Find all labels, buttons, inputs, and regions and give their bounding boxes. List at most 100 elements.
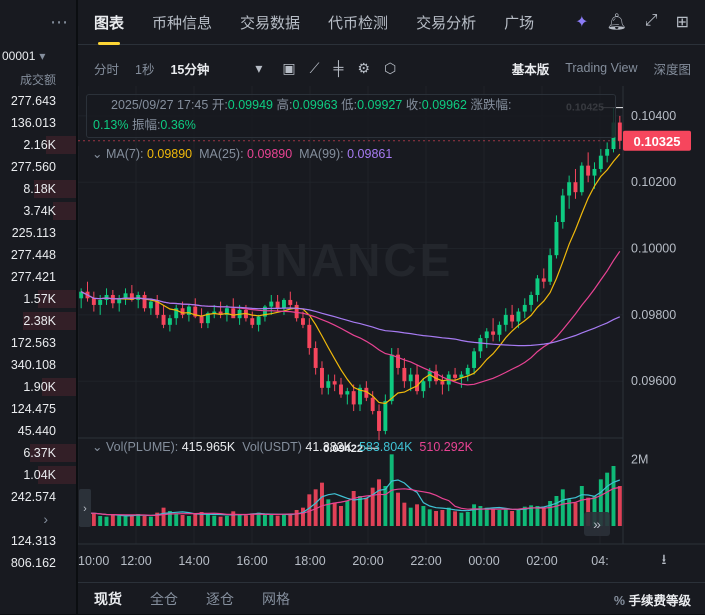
close-label: 收:: [405, 98, 422, 112]
tab-2[interactable]: 交易数据: [240, 14, 301, 32]
volume-value: 277.421: [10, 270, 56, 284]
view-tradingview[interactable]: Trading View: [565, 61, 638, 75]
percent-icon: %: [613, 593, 626, 608]
volume-bar: [592, 496, 597, 526]
tab-grid[interactable]: 网格: [262, 591, 290, 607]
time-tick: 00:00: [468, 554, 499, 568]
fee-level-link[interactable]: % 手续费等级: [613, 593, 691, 608]
interval-dropdown-icon[interactable]: ▾: [255, 59, 263, 76]
volume-bar: [415, 504, 420, 526]
volume-row[interactable]: 1.57K: [0, 288, 76, 310]
volume-row[interactable]: 225.113: [0, 222, 76, 244]
tab-cross[interactable]: 全仓: [150, 591, 178, 607]
candle-body: [579, 165, 584, 193]
tab-5[interactable]: 广场: [504, 14, 535, 32]
ai-sparkle-icon[interactable]: ✦: [575, 14, 589, 31]
tab-1[interactable]: 币种信息: [152, 14, 213, 32]
volume-row[interactable]: 806.162: [0, 552, 76, 574]
volume-bar: [554, 496, 559, 526]
expand-icon[interactable]: ⤢: [644, 12, 658, 29]
interval-15m[interactable]: 15分钟: [170, 62, 210, 77]
volume-row[interactable]: 242.574: [0, 486, 76, 508]
volume-value: 277.448: [10, 248, 56, 262]
volume-row[interactable]: 340.108: [0, 354, 76, 376]
ma99-line: [80, 291, 621, 347]
candle-body: [586, 165, 591, 176]
interval-timeline[interactable]: 分时: [94, 62, 120, 77]
scroll-to-latest-button: [584, 512, 610, 536]
volume-row[interactable]: 124.313: [0, 530, 76, 552]
price-tick: 0.09600: [631, 374, 676, 388]
candle-body: [554, 222, 559, 256]
volume-row[interactable]: 277.448: [0, 244, 76, 266]
ma99-label: MA(99):: [299, 147, 344, 161]
candle-body: [402, 367, 407, 382]
more-icon[interactable]: ⋯: [50, 11, 68, 32]
view-basic[interactable]: 基本版: [511, 62, 550, 77]
volume-value: 277.643: [10, 94, 56, 108]
pair-selector[interactable]: 00001 ▾: [0, 44, 76, 68]
interval-1s[interactable]: 1秒: [135, 62, 155, 77]
volume-value: 136.013: [10, 116, 56, 130]
volume-row[interactable]: 3.74K: [0, 200, 76, 222]
tab-spot[interactable]: 现货: [94, 591, 122, 607]
collapse-icon[interactable]: ⌄: [92, 147, 103, 161]
volume-depth-bar: [38, 466, 76, 484]
volume-bar: [320, 482, 324, 526]
volume-row[interactable]: 8.18K: [0, 178, 76, 200]
time-tick: 20:00: [352, 554, 383, 568]
candle-body: [573, 182, 578, 193]
candle-body: [275, 301, 280, 309]
tab-4[interactable]: 交易分析: [416, 14, 477, 32]
candle-body: [79, 291, 84, 299]
low-label: 低:: [341, 98, 358, 112]
volume-row[interactable]: 1.90K: [0, 376, 76, 398]
hexagon-icon[interactable]: ⬡: [383, 59, 397, 76]
volume-row[interactable]: 277.560: [0, 156, 76, 178]
volume-row[interactable]: 124.475: [0, 398, 76, 420]
volume-depth-bar: [38, 290, 76, 308]
volume-row[interactable]: 6.37K: [0, 442, 76, 464]
bell-icon[interactable]: 🔔︎: [606, 14, 627, 31]
candle-body: [288, 299, 293, 305]
sidebar-expand-row[interactable]: ›: [0, 508, 76, 530]
collapse-icon[interactable]: ⌄: [92, 440, 103, 454]
volume-bar: [332, 502, 337, 526]
candle-body: [503, 314, 508, 325]
candle-body: [123, 293, 128, 299]
tab-3[interactable]: 代币检测: [328, 14, 389, 32]
grid-icon[interactable]: ⊞: [675, 14, 689, 31]
change-value: 0.13%: [93, 118, 129, 132]
volume-value: 242.574: [10, 490, 56, 504]
volume-row[interactable]: 2.16K: [0, 134, 76, 156]
volume-row[interactable]: 172.563: [0, 332, 76, 354]
volume-row[interactable]: 277.421: [0, 266, 76, 288]
reset-scale-icon[interactable]: ⭳: [662, 551, 667, 567]
tab-isolated[interactable]: 逐仓: [206, 591, 234, 607]
volume-bar: [370, 487, 375, 526]
volume-header[interactable]: 成交额: [19, 72, 56, 87]
volume-row[interactable]: 45.440: [0, 420, 76, 442]
volume-bar: [567, 499, 572, 526]
header-icons: ✦ 🔔︎ ⤢ ⊞: [575, 12, 689, 32]
calendar-icon[interactable]: ▣: [282, 59, 296, 76]
candle-body: [598, 155, 603, 169]
candle-type-icon[interactable]: ╪: [333, 60, 344, 76]
volume-bar: [237, 514, 242, 526]
tab-0[interactable]: 图表: [94, 12, 124, 45]
fast-forward-icon[interactable]: »: [593, 516, 601, 532]
volume-row[interactable]: 1.04K: [0, 464, 76, 486]
volume-bar: [560, 489, 565, 526]
volume-row[interactable]: 2.38K: [0, 310, 76, 332]
indicator-icon[interactable]: ⟋: [309, 59, 320, 76]
volume-bar: [275, 515, 280, 526]
settings-icon[interactable]: ⚙: [357, 59, 370, 76]
view-depth[interactable]: 深度图: [653, 62, 691, 77]
volume-row[interactable]: 136.013: [0, 112, 76, 134]
candle-body: [592, 168, 597, 176]
chevron-right-icon[interactable]: ›: [43, 511, 48, 527]
chevron-left-icon[interactable]: ›: [83, 503, 87, 515]
pair-suffix: 00001: [2, 49, 36, 63]
sidebar-more-row[interactable]: ⋯: [0, 0, 76, 44]
volume-row[interactable]: 277.643: [0, 90, 76, 112]
